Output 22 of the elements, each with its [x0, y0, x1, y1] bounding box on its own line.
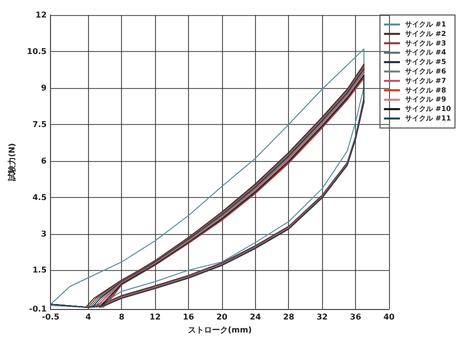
y-axis-title: 試験力(N) — [8, 143, 16, 182]
x-tick-label: 32 — [316, 312, 328, 322]
y-tick-label: 1.5 — [32, 266, 48, 275]
x-tick-label: 16 — [182, 312, 194, 322]
y-tick-label: 9 — [41, 83, 48, 92]
x-axis-title: ストローク(mm) — [188, 326, 252, 334]
x-tick-label: 12 — [150, 312, 161, 322]
x-tick-label: 36 — [350, 312, 362, 322]
y-tick-label: 3 — [41, 229, 47, 238]
x-tick-label: 28 — [283, 312, 295, 322]
y-tick-label: 4.5 — [32, 192, 48, 202]
x-tick-label: 8 — [118, 312, 125, 322]
y-tick-label: -0.1 — [29, 304, 48, 314]
x-tick-label: 20 — [216, 312, 228, 322]
x-tick-label: 4 — [85, 312, 92, 322]
y-tick-label: 12 — [36, 10, 47, 20]
y-tick-label: 6 — [41, 156, 48, 166]
x-tick-label: -0.5 — [42, 312, 60, 322]
y-tick-label: 10.5 — [26, 46, 48, 56]
x-tick-label: 24 — [250, 312, 262, 322]
x-tick-label: 40 — [383, 312, 395, 322]
y-tick-label: 7.5 — [32, 120, 48, 129]
